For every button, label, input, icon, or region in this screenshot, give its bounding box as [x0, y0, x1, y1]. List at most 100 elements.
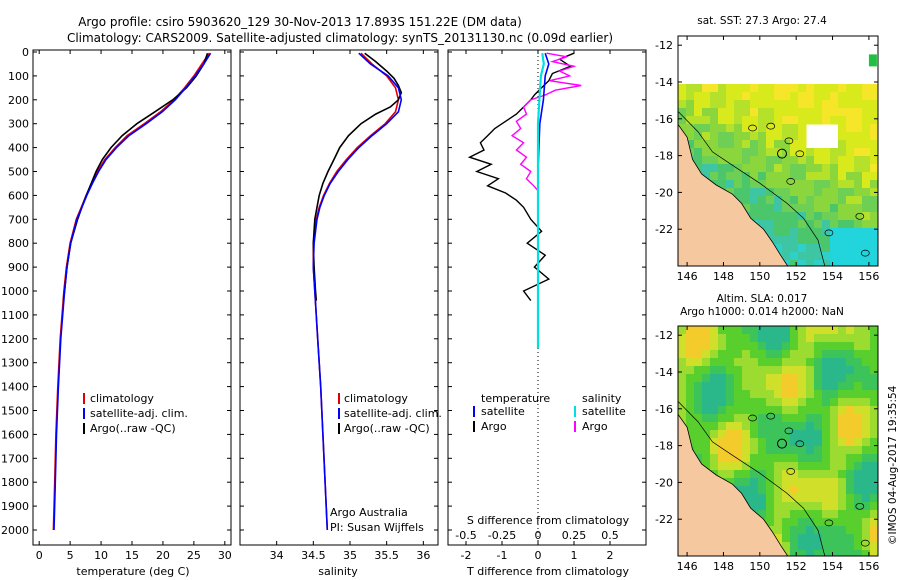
map-cell [734, 398, 743, 407]
map-cell [830, 534, 839, 543]
y-tick-label: 2000 [1, 524, 29, 537]
map-cell [846, 212, 855, 221]
map-cell [838, 398, 847, 407]
map-cell [806, 164, 815, 173]
reef-outline [786, 468, 796, 475]
y-tick-label: -22 [655, 223, 673, 236]
y-tick-label: -20 [655, 476, 673, 489]
map-cell [806, 228, 815, 237]
map-cell [830, 478, 839, 487]
map-cell [790, 188, 799, 197]
map-cell [766, 398, 775, 407]
map-cell [822, 148, 831, 157]
map-cell [678, 116, 687, 125]
map-cell [822, 422, 831, 431]
map-cell [806, 156, 815, 165]
map-cell [830, 148, 839, 157]
map-cell [774, 414, 783, 423]
map-cell [846, 164, 855, 173]
map-cell [822, 414, 831, 423]
map-cell [838, 438, 847, 447]
map-cell [798, 220, 807, 229]
map-cell [726, 414, 735, 423]
map-cell [830, 470, 839, 479]
map-cell [758, 510, 767, 519]
map-cell [702, 156, 711, 165]
map-cell [790, 100, 799, 109]
map-cell [790, 116, 799, 125]
map-cell [798, 454, 807, 463]
map-cell [758, 494, 767, 503]
map-cell [854, 236, 863, 245]
salinity-legend: climatology satellite-adj. clim. Argo(..… [338, 392, 442, 435]
map-cell [782, 422, 791, 431]
map-cell [806, 260, 815, 266]
map-cell [814, 446, 823, 455]
map-cell [798, 526, 807, 535]
map-cell [782, 478, 791, 487]
map-cell [798, 156, 807, 165]
map-cell [814, 148, 823, 157]
legend-label-argo: Argo(..raw -QC) [344, 422, 430, 435]
map-cell [854, 188, 863, 197]
map-cell [750, 422, 759, 431]
map-cell [838, 510, 847, 519]
map-cell [750, 188, 759, 197]
map-cell [702, 398, 711, 407]
map-cell [854, 84, 863, 93]
map-cell [862, 180, 871, 189]
map-cell [822, 108, 831, 117]
map-cell [766, 326, 775, 335]
map-cell [758, 422, 767, 431]
x-tick-label: 1 [571, 549, 578, 562]
map-cell [790, 422, 799, 431]
map-cell [862, 236, 871, 245]
map-cell [678, 374, 687, 383]
y-tick-label: 1600 [1, 428, 29, 441]
map-cell [750, 326, 759, 335]
map-cell [734, 390, 743, 399]
map-cell [782, 156, 791, 165]
map-cell [814, 438, 823, 447]
map-cell [726, 366, 735, 375]
map-cell [742, 454, 751, 463]
y-tick-label: -18 [655, 440, 673, 453]
map-cell [846, 358, 855, 367]
map-cell [718, 382, 727, 391]
map-cell [774, 478, 783, 487]
map-cell [718, 374, 727, 383]
map-cell [774, 124, 783, 133]
map-cell [830, 526, 839, 535]
map-cell [774, 132, 783, 141]
map-cell [694, 414, 703, 423]
map-cell [862, 502, 871, 511]
map-cell [806, 502, 815, 511]
map-cell [862, 172, 871, 181]
map-cell [838, 390, 847, 399]
map-cell [694, 398, 703, 407]
map-cell [782, 358, 791, 367]
map-cell [798, 84, 807, 93]
map-cell [822, 398, 831, 407]
map-cell [686, 140, 695, 149]
map-cell [822, 342, 831, 351]
map-cell [782, 116, 791, 125]
map-cell [766, 116, 775, 125]
map-cell [822, 350, 831, 359]
map-cell [782, 430, 791, 439]
map-cell [854, 116, 863, 125]
map-cell [846, 486, 855, 495]
map-cell [766, 350, 775, 359]
map-cell [846, 510, 855, 519]
map-cell [742, 398, 751, 407]
map-cell [822, 382, 831, 391]
map-cell [710, 124, 719, 133]
map-cell [798, 374, 807, 383]
map-cell [854, 228, 863, 237]
map-cell [782, 172, 791, 181]
y-tick-label: -12 [655, 329, 673, 342]
map-cell [814, 430, 823, 439]
map-cell [814, 390, 823, 399]
map-cell [846, 260, 855, 266]
map-cell [718, 398, 727, 407]
